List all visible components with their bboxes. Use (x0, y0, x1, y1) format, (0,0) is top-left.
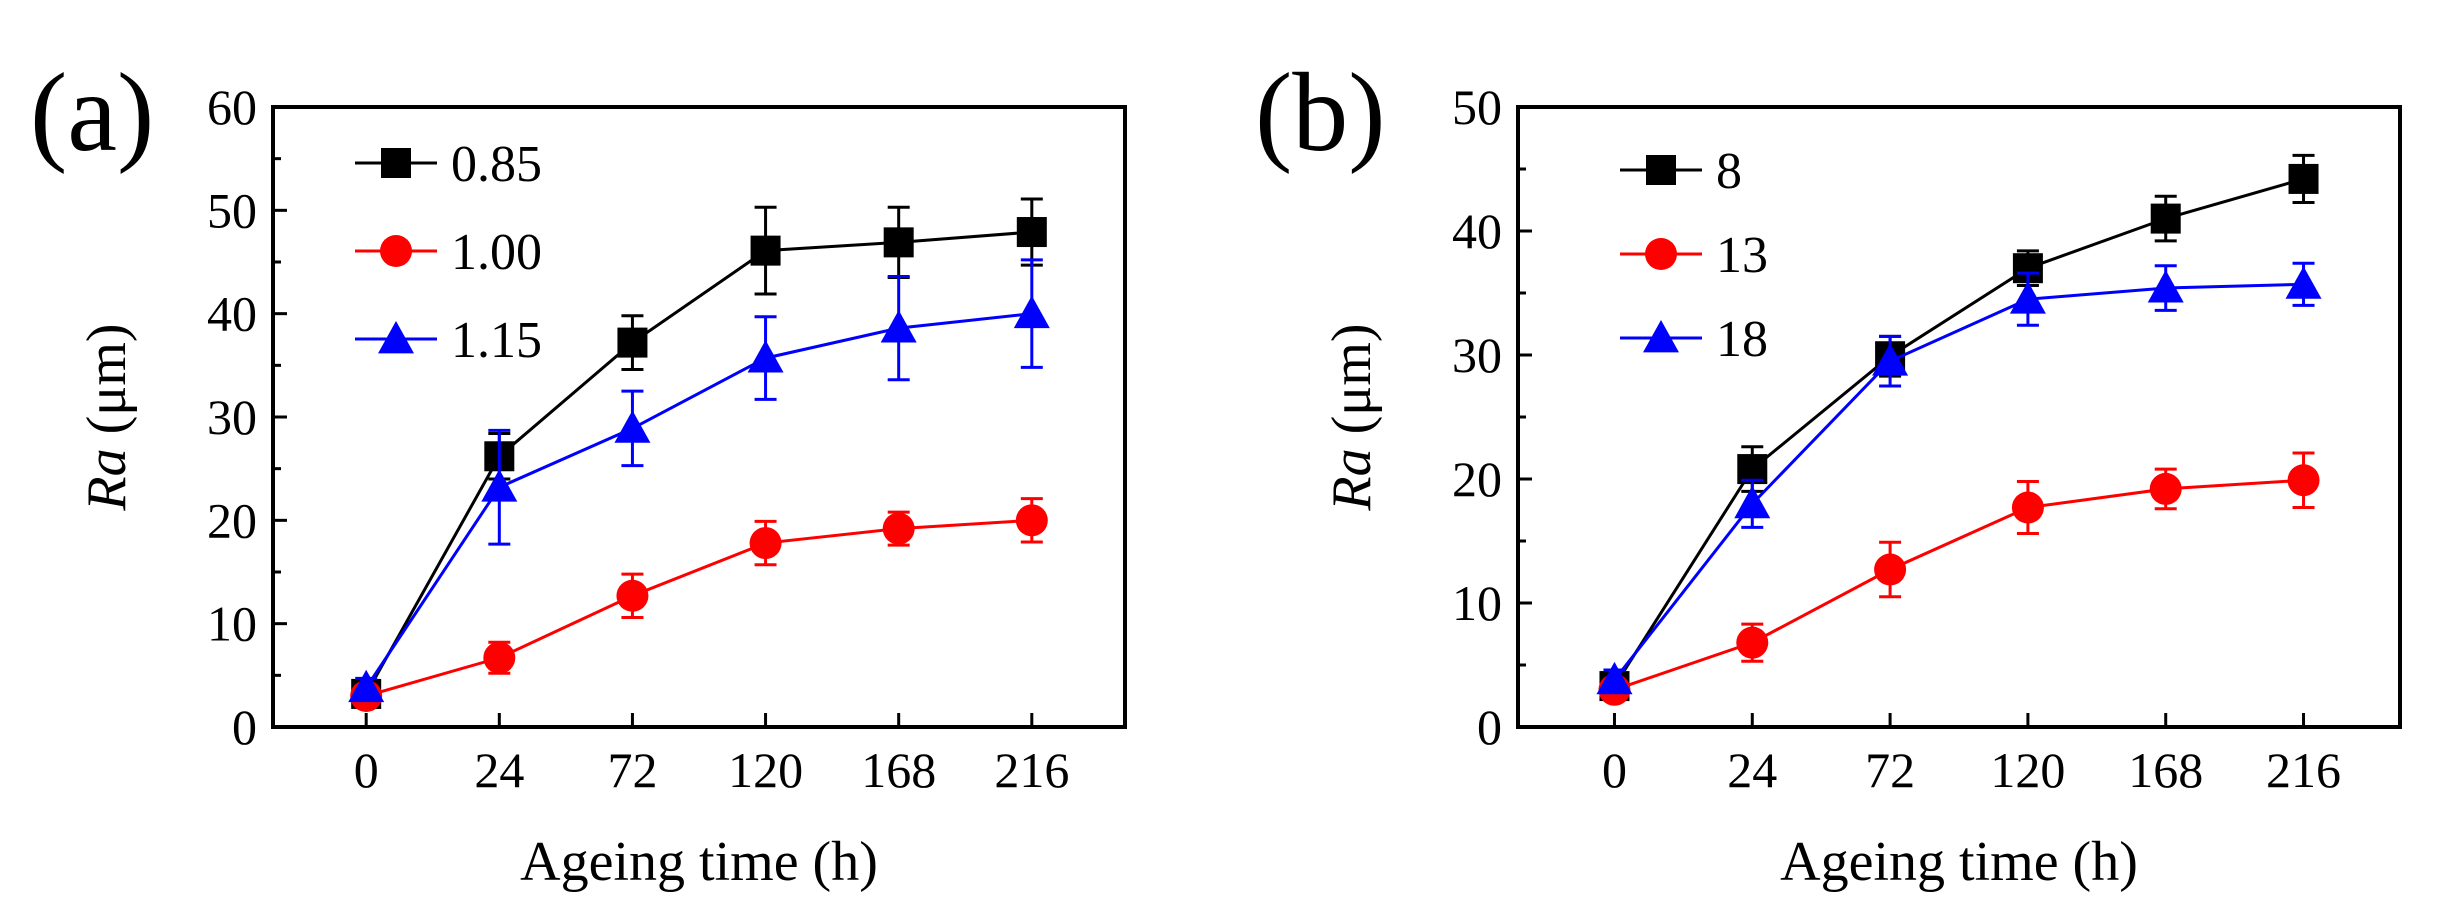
panel-a-x-tick-label: 216 (994, 742, 1069, 798)
panel-a-x-tick-label: 120 (728, 742, 803, 798)
panel-b-series-0 (1599, 153, 2319, 702)
panel-a-data-point (882, 512, 915, 545)
panel-b-y-tick-label: 20 (1452, 451, 1502, 507)
panel-b-data-point (1596, 661, 1633, 695)
panel-a-y-tick-label: 60 (207, 79, 257, 135)
panel-a-data-point (616, 579, 649, 612)
panel-b-legend-label: 13 (1716, 227, 1768, 284)
panel-b-letter: (b) (1255, 51, 1386, 175)
panel-b-y-axis-title-unit: (μm) (1321, 323, 1383, 448)
panel-b-data-point (2009, 281, 2046, 314)
panel-b-y-tick-label: 30 (1452, 327, 1502, 383)
panel-b-series-2 (1596, 261, 2322, 695)
panel-a-y-tick-label: 10 (207, 596, 257, 652)
panel-a-x-axis-title: Ageing time (h) (520, 831, 878, 893)
panel-b-data-point (1872, 343, 1909, 376)
panel-a-data-point (614, 410, 651, 443)
panel-b-series-line (1613, 478, 2304, 692)
panel-a-data-point (483, 641, 516, 674)
panel-b-y-tick-label: 0 (1477, 699, 1502, 755)
panel-a-y-tick-label: 50 (207, 182, 257, 238)
panel-a-y-axis-title-unit: (μm) (76, 323, 138, 448)
panel-a-x-tick-label: 72 (607, 742, 657, 798)
panel-b-x-tick-label: 216 (2266, 742, 2341, 798)
panel-a-x-tick-label: 24 (474, 742, 524, 798)
panel-a: (a) 0 10 20 30 40 50 60 0 24 72 120 168 216 Ageing tim… (30, 51, 1127, 893)
panel-a-series-line (365, 518, 1032, 698)
panel-a-x-tick-label: 168 (861, 742, 936, 798)
panel-a-letter: (a) (30, 51, 154, 175)
panel-a-y-tick-label: 0 (232, 699, 257, 755)
panel-a-data-point (481, 469, 518, 502)
panel-a-series-line (364, 312, 1032, 689)
panel-b: (b) 0 10 20 30 40 50 0 24 72 120 168 216 Ageing time … (1255, 51, 2402, 893)
panel-b-x-tick-label: 168 (2128, 742, 2203, 798)
panel-a-y-tick-label: 40 (207, 286, 257, 342)
panel-a-data-point (747, 340, 784, 373)
panel-b-legend-label: 8 (1716, 143, 1742, 200)
panel-b-data-point (2288, 163, 2319, 194)
panel-a-legend-marker (380, 235, 412, 267)
panel-b-data-point (2011, 491, 2044, 524)
panel-a-data-point (348, 669, 385, 703)
panel-b-x-tick-label: 120 (1990, 742, 2065, 798)
panel-b-data-point (2285, 266, 2322, 299)
panel-a-legend-label: 1.15 (451, 312, 542, 369)
panel-b-data-point (1734, 485, 1771, 519)
panel-a-legend-label: 0.85 (451, 136, 542, 193)
panel-a-data-point (1015, 504, 1048, 537)
panel-b-data-point (2150, 203, 2181, 234)
panel-a-data-point (617, 327, 648, 358)
panel-a-series-1 (350, 497, 1048, 712)
panel-a-x-tick-label: 0 (354, 742, 379, 798)
panel-a-legend: 0.85 1.00 1.15 (355, 136, 542, 369)
panel-a-legend-label: 1.00 (451, 224, 542, 281)
panel-a-series-line (364, 230, 1032, 695)
panel-b-legend-marker (1645, 238, 1677, 270)
panel-b-legend-marker (1643, 320, 1679, 353)
panel-b-y-tick-label: 10 (1452, 575, 1502, 631)
panel-b-y-axis-title: Ra (μm) (1321, 323, 1383, 511)
panel-a-data-point (749, 527, 782, 560)
panel-b-data-point (2149, 472, 2182, 505)
panel-b-x-axis-title: Ageing time (h) (1780, 831, 2138, 893)
panel-b-data-point (1736, 626, 1769, 659)
panel-b-data-point (2147, 270, 2184, 303)
panel-b-legend: 8 13 18 (1620, 143, 1768, 368)
panel-b-data-point (1874, 553, 1907, 586)
panel-a-y-axis-title: Ra (μm) (76, 323, 138, 511)
panel-a-data-point (880, 310, 917, 343)
panel-b-y-tick-label: 40 (1452, 203, 1502, 259)
panel-b-y-tick-label: 50 (1452, 79, 1502, 135)
panel-b-series-1 (1598, 451, 2320, 706)
panel-b-x-tick-label: 24 (1727, 742, 1777, 798)
panel-b-y-axis-title-symbol: Ra (1321, 448, 1383, 511)
panel-b-legend-marker (1646, 155, 1676, 185)
panel-b-legend-label: 18 (1716, 311, 1768, 368)
panel-b-series-line (1613, 177, 2304, 687)
panel-a-legend-marker (378, 321, 414, 354)
panel-a-legend-marker (381, 148, 411, 178)
panel-b-x-tick-label: 72 (1865, 742, 1915, 798)
panel-b-x-tick-label: 0 (1602, 742, 1627, 798)
panel-b-series-line (1613, 282, 2304, 681)
panel-a-data-point (883, 227, 914, 258)
panel-a-y-tick-label: 30 (207, 389, 257, 445)
panel-a-series-2 (348, 258, 1050, 703)
panel-a-y-tick-label: 20 (207, 492, 257, 548)
panel-b-data-point (2287, 464, 2320, 497)
panel-a-y-axis-title-symbol: Ra (76, 448, 138, 511)
panel-a-data-point (750, 235, 781, 266)
panel-a-data-point (1016, 217, 1047, 248)
panel-a-data-point (1013, 295, 1050, 329)
